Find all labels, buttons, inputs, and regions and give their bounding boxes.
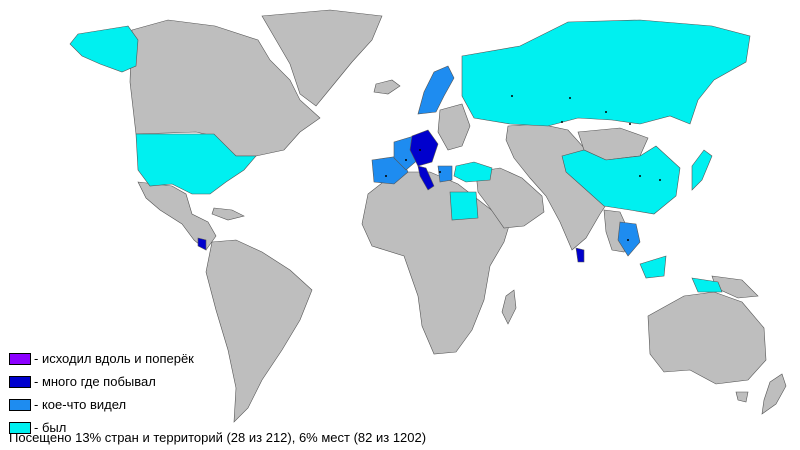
legend-label: - исходил вдоль и поперёк — [34, 351, 194, 366]
map-land-seen-some — [371, 65, 641, 257]
legend-swatch — [9, 352, 31, 365]
map-legend: - исходил вдоль и поперёк - много где по… — [9, 347, 194, 439]
map-land-was — [69, 19, 751, 293]
legend-label: - кое-что видел — [34, 397, 127, 412]
legend-swatch — [9, 375, 31, 388]
legend-item-was: - был — [9, 416, 194, 439]
legend-swatch — [9, 398, 31, 411]
legend-label: - был — [34, 420, 67, 435]
map-place-markers — [385, 95, 661, 241]
legend-label: - много где побывал — [34, 374, 156, 389]
map-land-visited-many — [197, 129, 585, 263]
legend-item-seen-some: - кое-что видел — [9, 393, 194, 416]
visit-summary: Посещено 13% стран и территорий (28 из 2… — [9, 430, 427, 445]
legend-item-visited-many: - много где побывал — [9, 370, 194, 393]
legend-item-travelled-much: - исходил вдоль и поперёк — [9, 347, 194, 370]
map-land-unvisited — [129, 9, 787, 423]
legend-swatch — [9, 421, 31, 434]
